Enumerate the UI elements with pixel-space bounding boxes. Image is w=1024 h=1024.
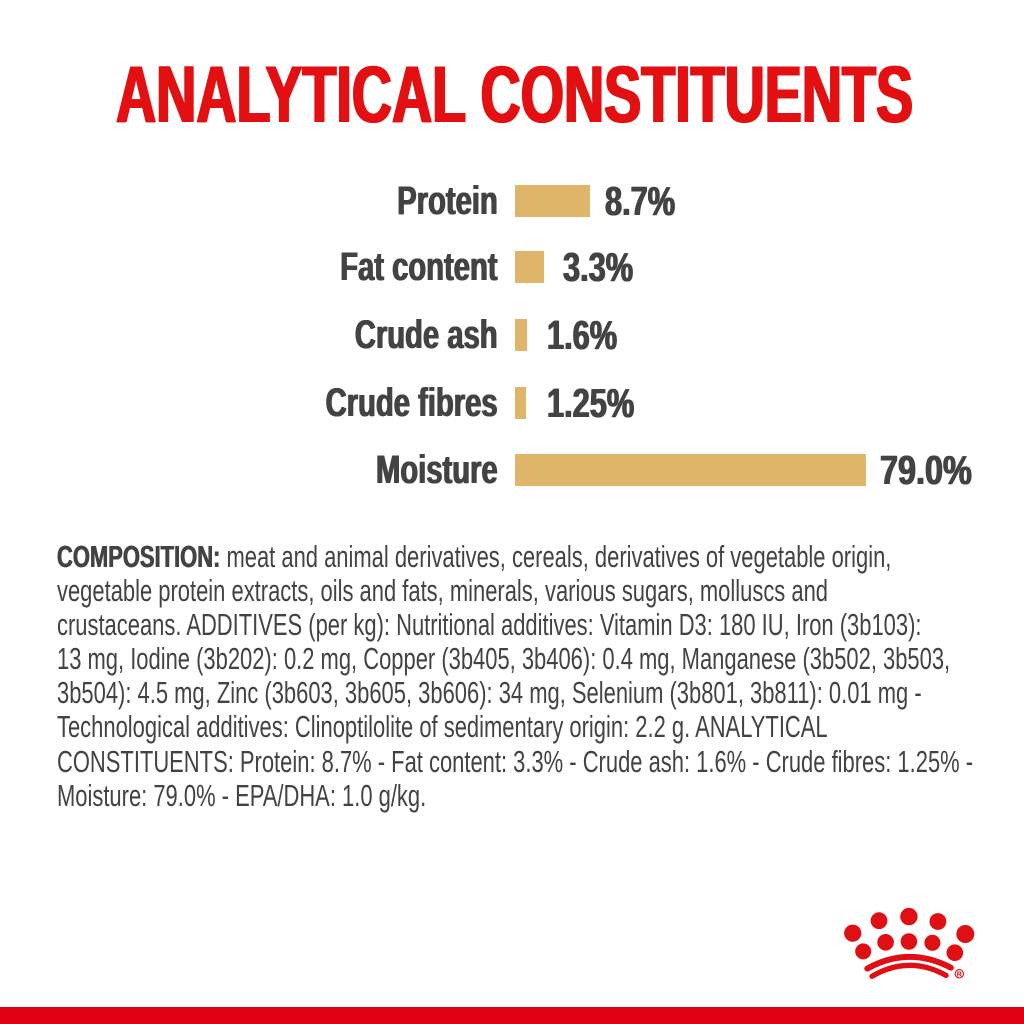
svg-text:R: R <box>957 971 962 978</box>
